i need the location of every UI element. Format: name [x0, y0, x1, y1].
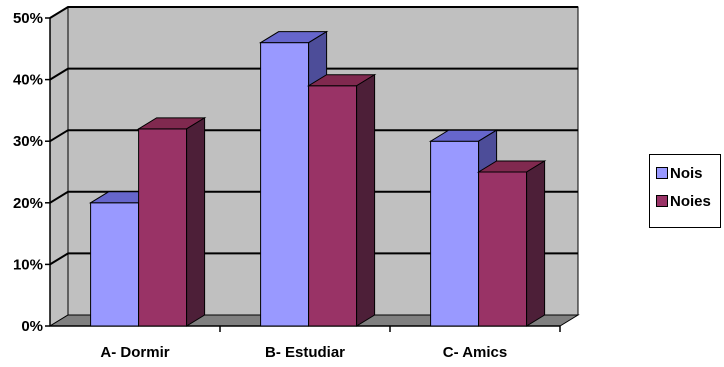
legend-item-nois: Nois [656, 163, 703, 183]
side-wall [49, 6, 69, 327]
legend-swatch-nois [656, 167, 668, 179]
gridlines [49, 6, 578, 266]
bar-nois-1 [90, 202, 140, 327]
y-tick-label: 20% [13, 195, 43, 212]
gridline [49, 129, 578, 143]
bar-noies-1 [138, 128, 188, 327]
legend-label-noies: Noies [670, 192, 711, 210]
gridline [49, 190, 578, 204]
y-tick-label: 50% [13, 10, 43, 27]
legend-label-nois: Nois [670, 164, 703, 182]
gridline [49, 252, 578, 266]
bar-nois-2 [260, 42, 310, 327]
bars [88, 30, 547, 327]
x-tick-label: A- Dormir [100, 344, 169, 361]
y-tick-label: 10% [13, 256, 43, 273]
bar-noies-3 [478, 171, 528, 327]
gridline [49, 6, 578, 19]
x-tick-label: C- Amics [443, 344, 507, 361]
legend: Nois Noies [649, 154, 721, 228]
bar-noies-3-side [526, 160, 546, 327]
y-tick-label: 0% [21, 318, 43, 335]
legend-swatch-noies [656, 195, 668, 207]
x-tick-label: B- Estudiar [265, 344, 345, 361]
legend-item-noies: Noies [656, 191, 711, 211]
bar-noies-2 [308, 85, 358, 327]
axis-labels: 0% 10% 20% 30% 40% 50% A- Dormir B- Estudiar C- … [13, 10, 507, 361]
bar-noies-2-side [356, 73, 376, 327]
bar-noies-1-side [186, 116, 206, 327]
y-tick-label: 40% [13, 72, 43, 89]
y-tick-label: 30% [13, 133, 43, 150]
gridline [49, 67, 578, 81]
bar-nois-3 [430, 140, 480, 327]
